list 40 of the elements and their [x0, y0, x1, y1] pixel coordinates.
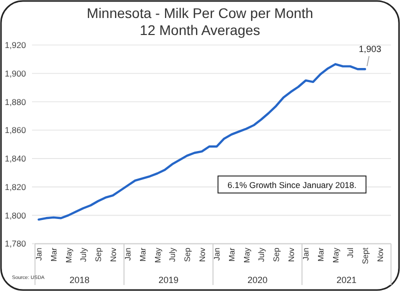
text: 2019	[158, 275, 179, 285]
x-tick-label: Mar	[228, 247, 237, 262]
annotation: 6.1% Growth Since January 2018.	[228, 180, 356, 190]
x-tick-label: Jul	[346, 247, 356, 258]
x-tick-label: Sep	[183, 247, 192, 262]
y-tick-label: 1,920	[4, 40, 26, 50]
x-tick-label: May	[153, 248, 162, 263]
x-tick-label: May	[331, 248, 340, 263]
x-tick-label: Jan	[302, 248, 311, 261]
x-tick-label: Mar	[316, 247, 326, 262]
x-tick-label: Jan	[34, 248, 44, 261]
chart-title: Minnesota - Milk Per Cow per Month 12 Month Averages	[86, 5, 314, 38]
text: 2020	[247, 275, 268, 285]
x-tick-label: May	[64, 248, 74, 263]
x-tick-label: Nov	[198, 248, 207, 262]
x-tick-label: Nov	[286, 248, 296, 262]
line-series	[38, 63, 366, 221]
x-tick-label: May	[242, 248, 252, 263]
y-tick-label: 1,860	[4, 125, 26, 136]
x-tick-label: Nov	[376, 248, 385, 262]
x-tick-label: July	[168, 248, 178, 262]
data-label: 1,903	[358, 44, 382, 54]
x-tick-label: Sep	[272, 247, 282, 262]
x-tick-label: Sep	[94, 247, 104, 262]
x-tick-label: Nov	[108, 248, 118, 262]
x-tick-label: Mar	[138, 247, 148, 262]
y-tick-label: 1,780	[4, 238, 26, 249]
text: 2021	[336, 275, 357, 285]
x-tick-label: Sept	[361, 246, 370, 264]
x-tick-label: Mar	[50, 247, 59, 262]
y-tick-label: 1,820	[4, 182, 26, 192]
y-tick-label: 1,900	[4, 68, 26, 78]
x-tick-label: July	[257, 248, 266, 262]
y-tick-label: 1,840	[4, 154, 26, 164]
y-tick-label: 1,800	[4, 210, 26, 220]
text: 2018	[69, 275, 90, 285]
x-tick-label: Jan	[124, 248, 133, 261]
y-tick-label: 1,880	[4, 96, 26, 107]
x-tick-label: Jan	[212, 248, 222, 261]
x-tick-label: July	[79, 248, 88, 262]
